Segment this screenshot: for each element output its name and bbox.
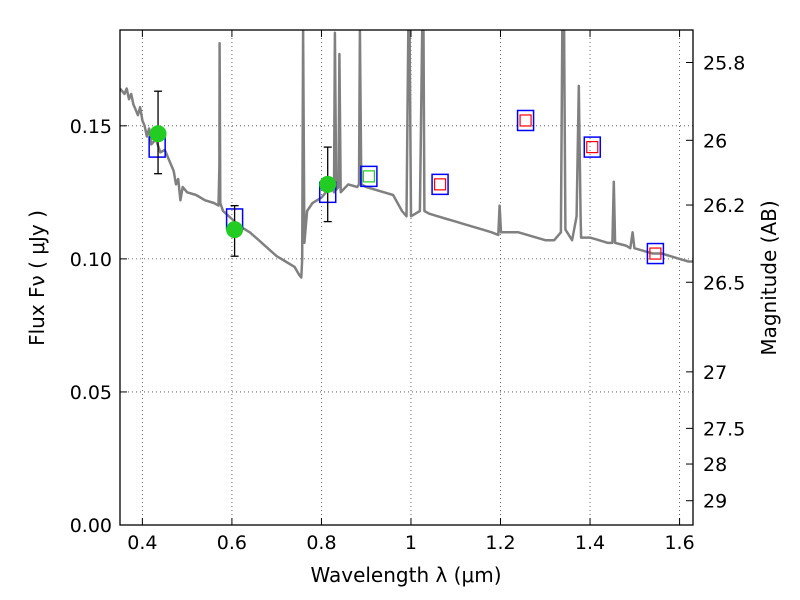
y-tick-label: 0.15 [70,116,112,138]
right-tick-label: 29 [703,491,727,513]
observed-point [319,175,337,193]
right-tick-label: 26 [703,130,727,152]
x-tick-label: 0.6 [217,532,247,554]
right-tick-label: 27.5 [703,418,745,440]
model-box-marker [583,136,602,158]
x-tick-label: 1.2 [485,532,515,554]
right-tick-label: 26.2 [703,195,745,217]
observed-point [226,221,244,239]
x-tick-label: 0.8 [306,532,336,554]
y-axis-label: Flux Fν ( μJy ) [25,210,49,346]
x-tick-label: 1 [405,532,417,554]
plot-series [120,30,693,279]
x-tick-label: 1.6 [664,532,694,554]
right-tick-label: 25.8 [703,52,745,74]
model-box-marker [431,173,449,196]
grid [120,30,693,525]
y-tick-label: 0.10 [70,249,112,271]
x-tick-label: 1.4 [575,532,605,554]
model-box-inner-marker [649,247,662,260]
model-box-inner-marker [586,140,599,154]
model-box-marker [360,165,378,188]
y-tick-label: 0.00 [70,515,112,537]
model-box-inner-marker [519,114,532,127]
model-box-marker [516,109,535,132]
right-tick-label: 26.5 [703,272,745,294]
model-box-inner-marker [433,178,447,191]
observed-point [149,125,167,143]
right-tick-label: 27 [703,362,727,384]
model-box-inner-marker [362,170,375,183]
model-box-marker [646,242,665,265]
x-axis-label: Wavelength λ (μm) [310,563,501,587]
axis-ticks: 0.4 0.6 0.8 1 1.2 1.4 1.6 0.00 0.05 0.10 0.15 25.8 2… [70,30,745,554]
x-tick-label: 0.4 [127,532,157,554]
right-tick-label: 28 [703,454,727,476]
plot-frame [119,29,694,526]
model-spectrum-line [120,30,693,279]
right-axis-label: Magnitude (AB) [757,200,781,355]
y-tick-label: 0.05 [70,382,112,404]
